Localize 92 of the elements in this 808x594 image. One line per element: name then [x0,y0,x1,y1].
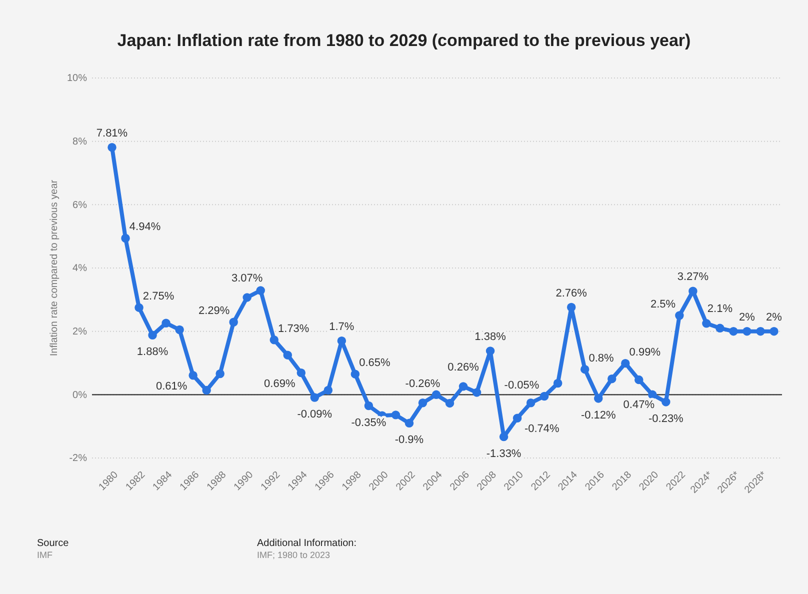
data-label: 0.65% [359,357,390,370]
y-tick-label: 6% [72,200,88,211]
point [662,398,670,406]
y-tick-label: 10% [66,73,88,84]
data-label: 2.76% [556,287,588,300]
point [729,326,738,336]
y-tick-label: 4% [72,263,88,274]
point [486,346,495,356]
chart-title: Japan: Inflation rate from 1980 to 2029 (compared to the previous year) [117,31,691,50]
data-label: 7.81% [96,127,128,140]
text: IMF [37,550,53,560]
point [404,418,414,428]
data-label: -0.12% [580,409,616,422]
point [716,324,724,333]
data-label: 0.69% [264,378,296,390]
point [188,370,198,380]
point [350,370,360,378]
point [283,350,292,360]
point [418,398,428,408]
data-label: -0.74% [524,423,560,436]
point [770,326,778,336]
point [162,318,170,328]
data-label: 0.47% [623,398,655,411]
data-label: 0.61% [156,380,188,392]
point [648,390,657,400]
data-label: -0.35% [351,416,386,429]
y-tick-label: 8% [72,136,88,148]
data-label: 1.73% [278,322,310,335]
point [256,286,265,295]
point [540,392,549,401]
point [702,319,711,328]
data-label: 0.8% [588,352,614,364]
point [512,414,522,422]
point [108,142,116,152]
data-label: -0.05% [504,379,540,392]
y-tick-label: -2% [69,453,88,464]
data-label: 1.7% [329,320,354,333]
point [229,318,238,327]
y-axis-title: Inflation rate compared to previous year [49,179,60,356]
point [148,330,157,340]
data-label: 3.27% [677,271,709,284]
data-label: 2.1% [707,303,733,316]
text: Additional Information: [257,538,357,549]
y-tick-label: 2% [72,326,88,338]
data-label: 1.38% [474,330,506,343]
point [634,375,644,384]
point [499,432,508,442]
point [472,388,482,397]
data-label: -0.09% [297,408,332,421]
point [364,401,374,410]
data-label: 2.29% [198,305,230,318]
data-label: 0.26% [448,361,480,374]
point [566,302,576,312]
data-label: 4.94% [129,221,161,234]
data-label: 2.5% [650,298,676,310]
point [621,358,630,368]
point [756,326,765,336]
point [526,398,536,408]
data-label: -0.9% [394,434,424,446]
data-label: 0.99% [629,346,661,358]
data-label: 2.75% [142,290,174,303]
point [391,410,400,420]
y-tick-label: 0% [72,390,88,401]
point [202,386,211,395]
point [445,398,454,408]
point [594,394,603,403]
data-label: 3.07% [232,272,263,284]
point [296,368,306,378]
point [458,382,468,391]
point [121,234,130,243]
point [175,325,184,334]
text: Source [37,538,70,549]
point [216,369,224,378]
data-label: -0.26% [405,378,440,390]
data-label: -1.33% [486,448,522,460]
point [310,393,320,402]
text: IMF; 1980 to 2023 [257,550,330,560]
point [553,378,562,388]
point [270,336,278,344]
point [742,326,752,336]
point [675,311,684,320]
point [242,293,252,302]
point [324,386,333,395]
data-label: 2% [766,311,782,324]
point [580,364,590,374]
point [337,336,346,346]
data-label: 2% [739,311,756,324]
point [134,303,144,312]
point [608,374,616,384]
point [432,390,441,400]
data-label: -0.23% [648,412,684,425]
data-label: 1.88% [136,346,168,358]
